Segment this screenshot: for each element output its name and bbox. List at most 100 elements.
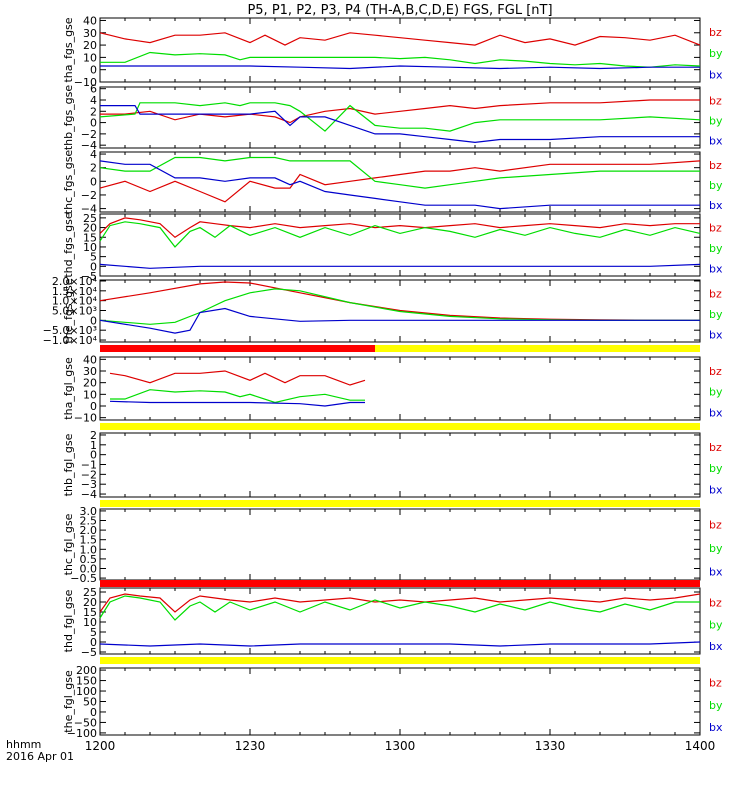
y-tick-label: −4 [81,488,97,501]
y-tick-label: −0.5 [70,572,97,585]
y-tick-label: −5.0×10³ [43,324,97,337]
y-tick-label: 4 [90,148,97,161]
y-tick-label: −3 [81,478,97,491]
y-axis-label: the_fgl_gse [62,670,75,733]
y-axis-label: thb_fgl_gse [62,433,75,496]
y-tick-label: 0 [90,260,97,273]
y-tick-label: 0 [90,175,97,188]
y-tick-label: 2.5 [80,515,98,528]
legend-by: by [709,699,723,712]
y-tick-label: 5 [90,251,97,264]
y-tick-label: 1.0 [80,543,98,556]
y-tick-label: 2.0 [80,524,98,537]
y-tick-label: 1.0×10⁴ [52,295,98,308]
series-bx-line [100,65,700,70]
y-tick-label: 100 [76,685,97,698]
legend-by: by [709,618,723,631]
y-axis-label: tha_fgs_gse [62,17,75,82]
legend-bx: bx [709,565,723,578]
legend-by: by [709,47,723,60]
series-by-line [99,221,701,248]
legend-by: by [709,462,723,475]
panel-frame [99,17,701,83]
series-by-line [110,389,365,404]
y-axis-label: thb_fgs_gse [62,85,75,151]
legend-by: by [709,308,723,321]
legend-by: by [709,386,723,399]
legend-by: by [709,542,723,555]
status-bar-segment [100,423,700,430]
y-tick-label: 5.0×10³ [52,305,97,318]
y-tick-label: −5 [81,270,97,283]
y-tick-label: 15 [83,231,97,244]
y-axis-label: thc_fgs_gse [62,150,75,215]
panel-frame [99,356,701,421]
panel-thc_fgs_gse: 420−2−4 thc_fgs_gse bz by bx [62,148,723,216]
y-axis-label: tha_fgl_gse [62,357,75,420]
panel-frame [99,86,701,149]
y-axis-label: thc_fgl_gse [62,513,75,575]
y-axis-label: thd_fgs_gse [62,212,75,278]
y-tick-label: 2 [90,162,97,175]
y-tick-label: 1.5×10⁴ [52,285,98,298]
x-tick-label: 1200 [85,739,116,753]
series-bx-line [99,307,700,334]
y-tick-label: −50 [74,716,97,729]
legend-by: by [709,242,723,255]
legend-bx: bx [709,199,723,212]
y-axis-label: the_fgs_gse [62,278,75,343]
legend-bz: bz [709,441,722,454]
y-tick-label: 2 [90,105,97,118]
x-tick-label: 1400 [685,739,716,753]
y-tick-label: 30 [83,365,97,378]
legend-bz: bz [709,26,722,39]
y-tick-label: 0 [90,117,97,130]
y-tick-label: 0 [90,706,97,719]
y-tick-label: 10 [83,241,97,254]
y-tick-label: 2.0×10⁴ [52,275,98,288]
y-tick-label: 25 [83,586,97,599]
legend-bz: bz [709,519,722,532]
legend-bx: bx [709,68,723,81]
y-tick-label: 2 [90,429,97,442]
chart-title: P5, P1, P2, P3, P4 (TH-A,B,C,D,E) FGS, F… [247,3,552,18]
panel-frame [99,508,701,581]
status-bar-segment [100,657,700,664]
y-tick-label: 5 [90,626,97,639]
y-tick-label: 4 [90,94,97,107]
series-bz-line [99,281,701,321]
panel-thb_fgl_gse: 210−1−2−3−4 thb_fgl_gse bz by bx [62,429,723,501]
legend-bx: bx [709,721,723,734]
status-bar-segment [100,580,700,587]
y-tick-label: 0 [90,636,97,649]
y-tick-label: 15 [83,606,97,619]
footer-date: 2016 Apr 01 [6,750,74,763]
y-tick-label: 3.0 [80,505,98,518]
panel-frame [99,432,701,498]
series-bx-line [99,641,701,647]
y-tick-label: 10 [83,388,97,401]
legend-bx: bx [709,263,723,276]
y-tick-label: −2 [81,468,97,481]
y-tick-label: 20 [83,222,97,235]
status-bar-segment [100,345,375,352]
legend-bz: bz [709,597,722,610]
y-tick-label: 20 [83,39,97,52]
panel-frame [99,667,701,736]
legend-bz: bz [709,365,722,378]
legend-by: by [709,115,723,128]
y-tick-label: 0.0 [80,562,98,575]
y-tick-label: 0.5 [80,553,98,566]
x-tick-label: 1230 [235,739,266,753]
series-bz-line [100,99,700,124]
y-tick-label: 25 [83,212,97,225]
series-bz-line [99,160,701,203]
legend-bz: bz [709,159,722,172]
